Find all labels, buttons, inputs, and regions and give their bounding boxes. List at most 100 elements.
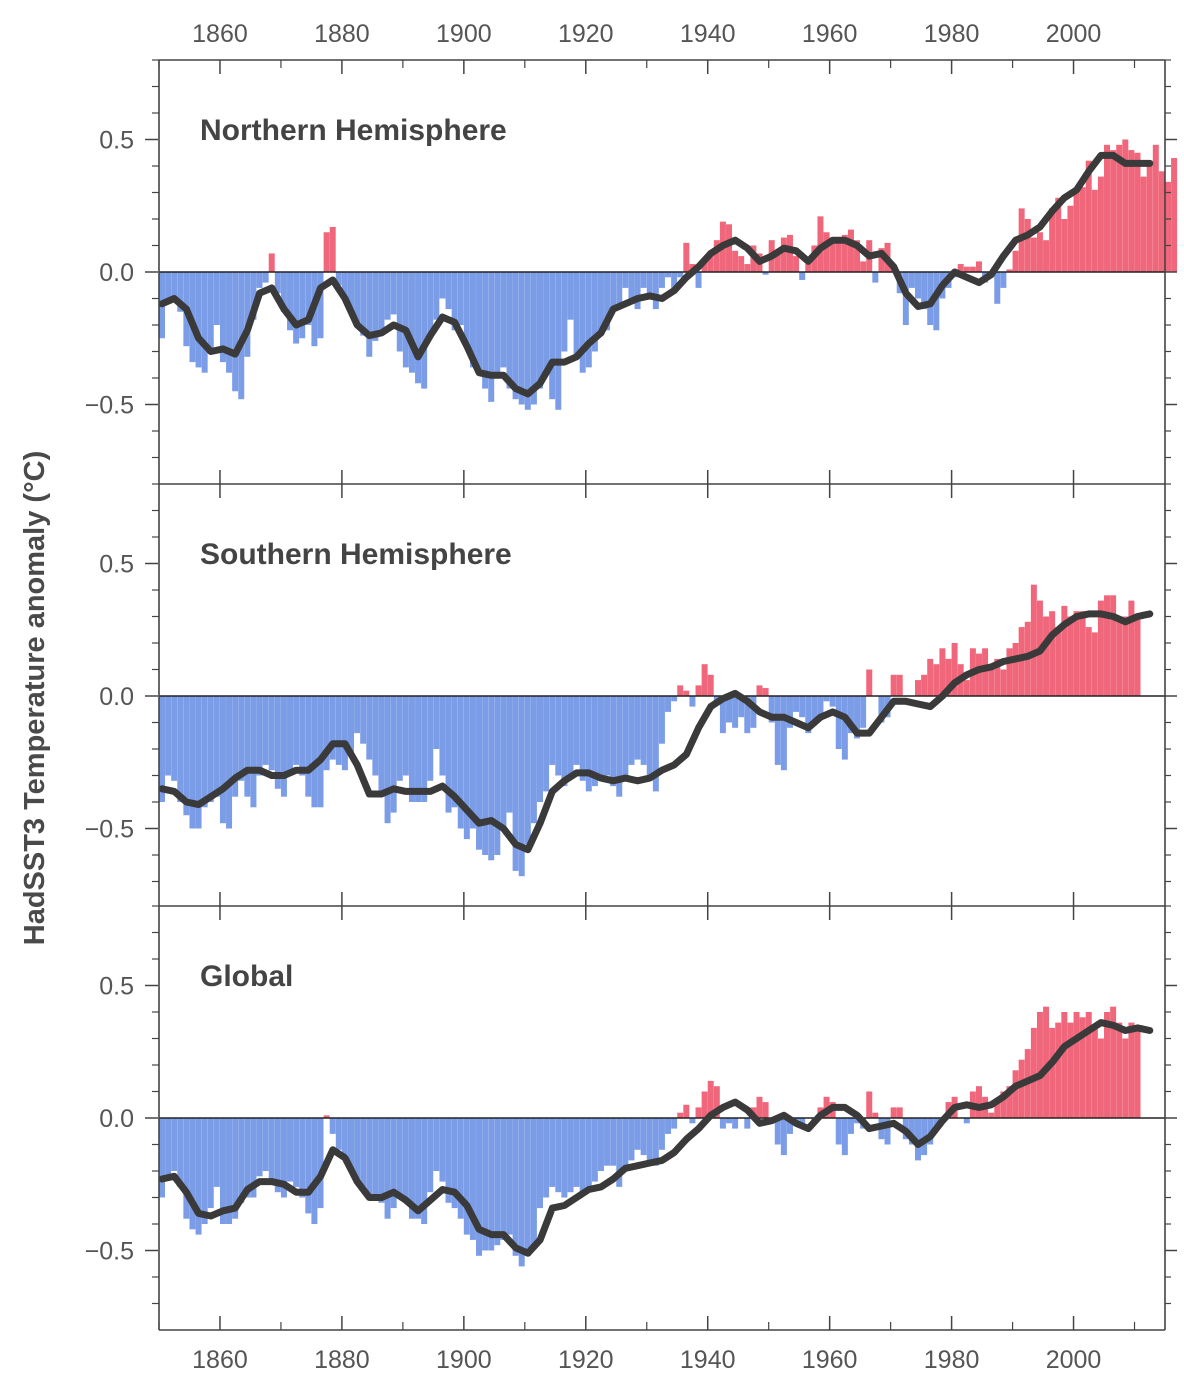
bar-2009 bbox=[1128, 150, 1135, 272]
bar-1922 bbox=[597, 696, 604, 781]
bar-1853 bbox=[177, 1118, 184, 1187]
bar-1920 bbox=[585, 696, 592, 792]
y-tick-label: 0.5 bbox=[99, 127, 134, 155]
bar-1902 bbox=[476, 1118, 483, 1256]
bar-1990 bbox=[1012, 643, 1019, 696]
bar-1927 bbox=[628, 1118, 635, 1161]
bar-1895 bbox=[433, 696, 440, 749]
bar-1978 bbox=[939, 648, 946, 696]
bar-1991 bbox=[1018, 627, 1025, 696]
bar-1935 bbox=[677, 1112, 684, 1118]
bar-1891 bbox=[408, 1118, 415, 1219]
bar-1977 bbox=[933, 272, 940, 331]
bar-1908 bbox=[512, 1118, 519, 1256]
bar-2000 bbox=[1073, 611, 1080, 696]
bar-2009 bbox=[1128, 600, 1135, 696]
x-tick-label-top: 1980 bbox=[924, 20, 980, 48]
bar-1917 bbox=[567, 272, 574, 320]
bar-1993 bbox=[1030, 1027, 1037, 1118]
bar-1862 bbox=[232, 1118, 239, 1219]
bar-1957 bbox=[811, 696, 818, 723]
bar-1949 bbox=[762, 688, 769, 696]
bar-1939 bbox=[701, 261, 708, 272]
bar-1902 bbox=[476, 696, 483, 850]
x-tick-label-top: 1880 bbox=[314, 20, 370, 48]
bar-1863 bbox=[238, 696, 245, 781]
bar-1882 bbox=[354, 1118, 361, 1182]
bar-1925 bbox=[616, 1118, 623, 1187]
bar-1951 bbox=[774, 1118, 781, 1145]
bar-1871 bbox=[287, 696, 294, 776]
bar-1872 bbox=[293, 272, 300, 344]
bar-1899 bbox=[457, 696, 464, 829]
bar-1918 bbox=[573, 696, 580, 765]
bar-1890 bbox=[402, 272, 409, 368]
bar-1984 bbox=[975, 261, 982, 272]
bar-1987 bbox=[994, 658, 1001, 696]
bar-1961 bbox=[835, 240, 842, 272]
bar-1889 bbox=[396, 696, 403, 781]
bar-1997 bbox=[1055, 1022, 1062, 1118]
bar-1865 bbox=[250, 696, 257, 808]
x-tick-label-bottom: 1940 bbox=[680, 1346, 736, 1374]
bar-1930 bbox=[646, 1118, 653, 1161]
bar-1968 bbox=[878, 696, 885, 723]
bar-1939 bbox=[701, 1091, 708, 1118]
bar-2009 bbox=[1128, 1022, 1135, 1118]
bar-1942 bbox=[719, 1118, 726, 1129]
bar-1910 bbox=[524, 272, 531, 410]
bar-1888 bbox=[390, 696, 397, 813]
bar-1884 bbox=[366, 1118, 373, 1198]
bar-1967 bbox=[872, 1112, 879, 1118]
bar-1998 bbox=[1061, 1012, 1068, 1118]
bar-1895 bbox=[433, 1118, 440, 1171]
bar-1979 bbox=[945, 658, 952, 696]
bar-2001 bbox=[1079, 1017, 1086, 1118]
y-tick-label: −0.5 bbox=[85, 392, 134, 420]
bar-1934 bbox=[671, 1118, 678, 1129]
bar-1924 bbox=[610, 1118, 617, 1166]
bar-1936 bbox=[683, 690, 690, 696]
bar-1944 bbox=[732, 1118, 739, 1129]
bar-1941 bbox=[713, 240, 720, 272]
bar-1872 bbox=[293, 696, 300, 765]
y-tick-label: −0.5 bbox=[85, 816, 134, 844]
bar-1963 bbox=[847, 229, 854, 272]
bar-1881 bbox=[348, 696, 354, 755]
bar-1917 bbox=[567, 696, 574, 776]
y-tick-label: 0.0 bbox=[99, 683, 134, 711]
bar-1969 bbox=[884, 1118, 891, 1145]
bar-1853 bbox=[177, 696, 184, 802]
bar-1989 bbox=[1006, 269, 1013, 272]
bar-1870 bbox=[280, 1118, 287, 1198]
bar-1995 bbox=[1043, 616, 1050, 696]
bar-1854 bbox=[183, 696, 190, 816]
bar-1921 bbox=[591, 696, 598, 787]
bar-2002 bbox=[1085, 160, 1092, 272]
smoothed-line-northern-hemisphere bbox=[158, 151, 1154, 398]
y-tick-label: −0.5 bbox=[85, 1238, 134, 1266]
bar-1961 bbox=[835, 1118, 842, 1145]
bar-2003 bbox=[1091, 1027, 1098, 1118]
bar-1929 bbox=[640, 272, 647, 288]
bar-1937 bbox=[689, 1118, 696, 1124]
bar-1919 bbox=[579, 696, 586, 781]
bar-1888 bbox=[390, 1118, 397, 1209]
bar-1852 bbox=[171, 272, 178, 299]
bar-1883 bbox=[360, 696, 367, 744]
bar-1890 bbox=[402, 1118, 409, 1203]
y-tick-label: 0.0 bbox=[99, 259, 134, 287]
bar-1903 bbox=[482, 1118, 489, 1251]
bar-1942 bbox=[719, 696, 726, 734]
bar-1880 bbox=[341, 696, 348, 771]
bar-1869 bbox=[274, 696, 281, 789]
bar-1950 bbox=[768, 696, 775, 723]
x-tick-label-bottom: 1920 bbox=[558, 1346, 614, 1374]
bar-1916 bbox=[561, 272, 568, 352]
bar-1855 bbox=[189, 696, 196, 829]
bar-1862 bbox=[232, 272, 239, 392]
bar-1937 bbox=[689, 696, 696, 707]
bar-1990 bbox=[1012, 250, 1019, 272]
bar-1868 bbox=[268, 253, 275, 272]
